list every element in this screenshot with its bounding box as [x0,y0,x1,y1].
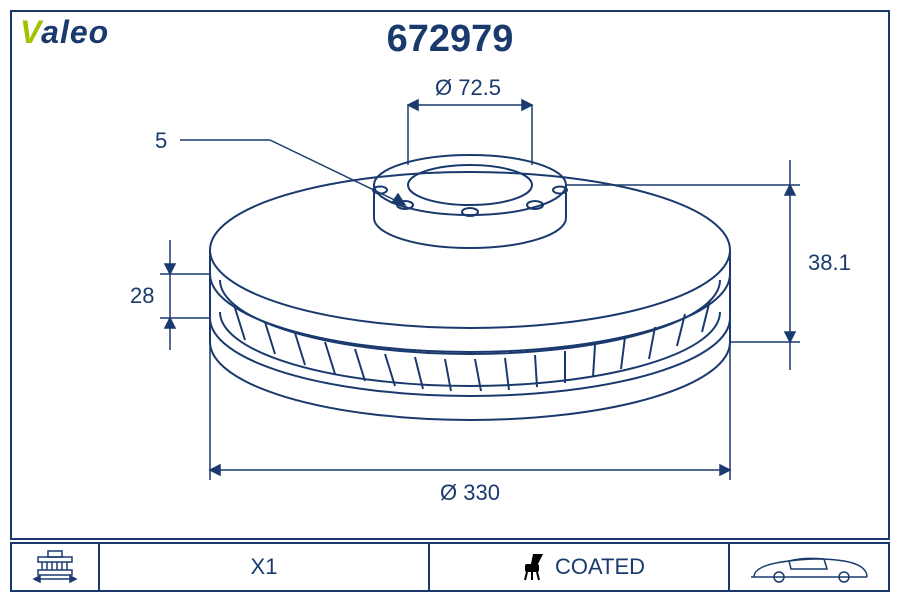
dim-bolt-count: 5 [155,128,167,154]
dim-outer-diameter: Ø 330 [440,480,500,506]
brush-icon [513,552,547,582]
quantity-label: X1 [251,554,278,580]
dim-overall-height: 38.1 [808,250,851,276]
coated-label: COATED [555,554,645,580]
car-front-icon [749,549,869,585]
footer-quantity-cell: X1 [100,542,430,592]
footer-bar: X1 COATED [10,542,890,592]
footer-disc-icon-cell [10,542,100,592]
dim-inner-diameter: Ø 72.5 [435,75,501,101]
footer-car-cell [730,542,890,592]
dim-vent-thickness: 28 [130,283,154,309]
footer-coated-cell: COATED [430,542,730,592]
disc-side-icon [30,549,80,585]
